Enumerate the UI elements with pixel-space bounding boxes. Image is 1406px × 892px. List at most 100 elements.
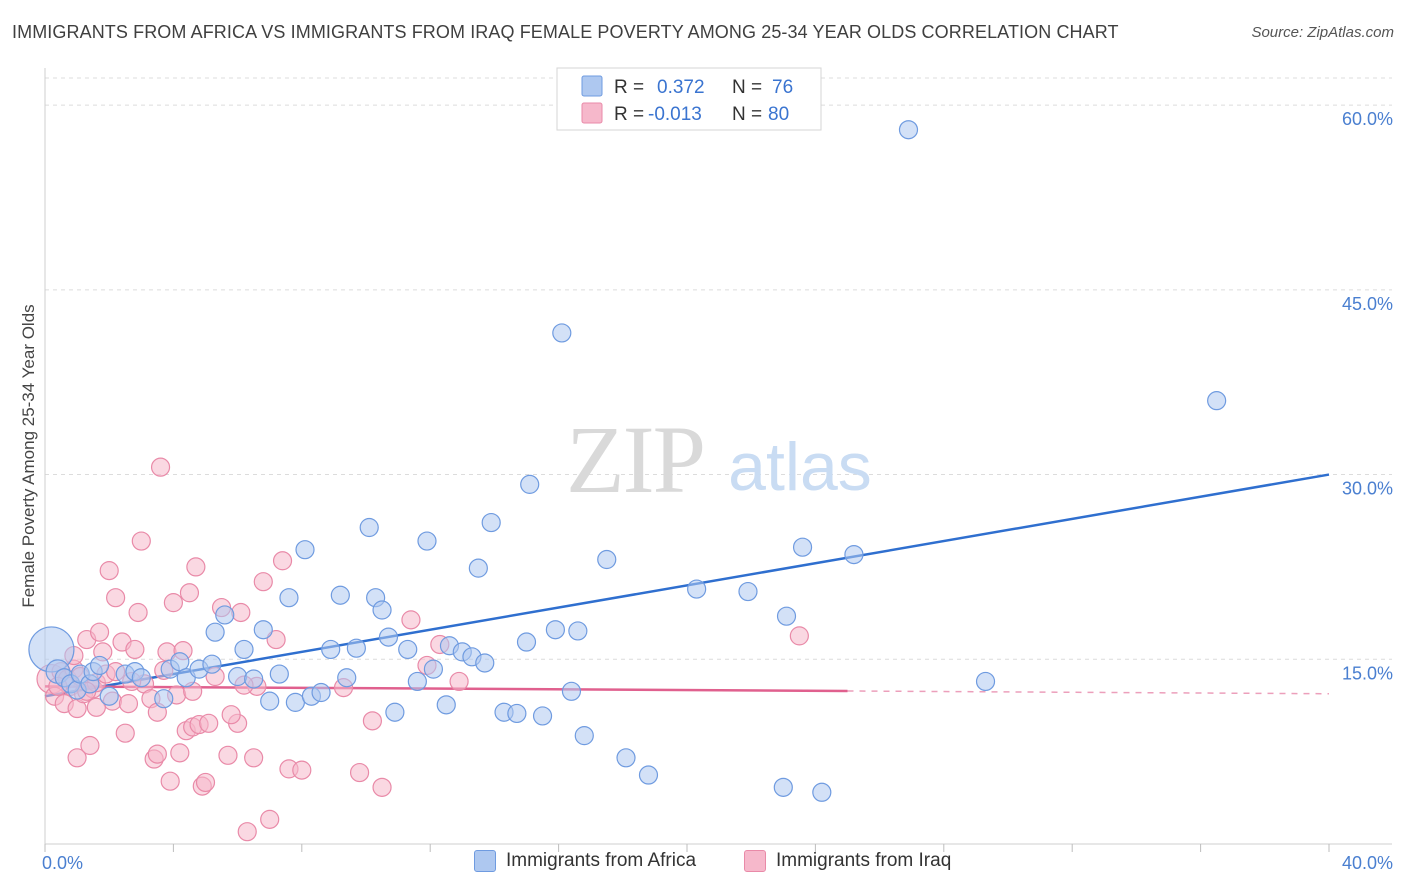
iraq-point <box>195 772 216 793</box>
africa-point <box>568 621 588 641</box>
y-tick-label: 15.0% <box>1342 663 1393 683</box>
x-tick-label: 40.0% <box>1342 853 1393 873</box>
africa-point <box>792 537 813 557</box>
iraq-trend-extension <box>847 690 1330 695</box>
africa-point <box>520 474 540 494</box>
watermark-zip: ZIP <box>566 406 704 513</box>
grid-lines <box>45 77 1392 660</box>
iraq-point <box>349 762 370 783</box>
africa-point <box>738 581 758 602</box>
africa-point <box>202 654 222 674</box>
legend-africa-r-value: 0.372 <box>657 77 705 98</box>
africa-point <box>321 639 341 660</box>
africa-point <box>574 726 594 746</box>
legend-item-iraq[interactable]: Immigrants from Iraq <box>744 850 951 872</box>
tick-labels: 15.0% 30.0% 45.0% 60.0% 0.0% 40.0% <box>42 109 1393 873</box>
iraq-point <box>150 457 171 477</box>
iraq-point <box>147 744 167 764</box>
africa-point <box>507 703 527 724</box>
africa-point <box>359 517 379 538</box>
legend-item-africa[interactable]: Immigrants from Africa <box>474 850 696 872</box>
y-tick-label: 45.0% <box>1342 294 1393 314</box>
iraq-point <box>292 760 312 780</box>
legend-iraq-n-value: 80 <box>768 104 789 125</box>
africa-point <box>812 782 832 802</box>
iraq-point <box>218 745 238 765</box>
legend-africa-n-value: 76 <box>772 77 793 98</box>
y-tick-label: 60.0% <box>1342 109 1393 129</box>
watermark-atlas: atlas <box>728 429 872 505</box>
axes <box>44 68 1392 852</box>
iraq-point <box>231 602 251 623</box>
africa-point <box>372 600 392 620</box>
africa-point <box>616 748 636 768</box>
iraq-point <box>67 748 87 768</box>
africa-point <box>844 544 864 565</box>
africa-point <box>260 691 280 711</box>
iraq-point <box>163 593 183 613</box>
legend-swatch-iraq-bottom <box>744 850 766 872</box>
africa-point <box>1207 391 1227 411</box>
africa-point <box>638 765 659 785</box>
africa-point <box>687 579 707 599</box>
africa-point <box>975 671 996 692</box>
africa-points <box>28 120 1227 802</box>
iraq-point <box>160 771 180 791</box>
africa-point <box>228 666 248 687</box>
africa-point <box>475 653 495 673</box>
africa-point <box>378 627 399 647</box>
legend-iraq-r-value: -0.013 <box>648 104 702 125</box>
africa-point <box>561 681 582 701</box>
iraq-point <box>401 610 421 630</box>
iraq-point <box>118 694 139 714</box>
iraq-point <box>253 572 273 592</box>
africa-point <box>417 531 437 551</box>
iraq-point <box>244 748 264 768</box>
africa-point <box>131 668 151 688</box>
iraq-point <box>106 588 126 608</box>
iraq-point <box>86 697 106 717</box>
iraq-point <box>131 531 151 551</box>
series-legend: Immigrants from Africa Immigrants from I… <box>0 850 1406 880</box>
iraq-point <box>115 723 135 743</box>
africa-point <box>269 664 289 684</box>
iraq-point <box>221 705 241 725</box>
iraq-points <box>36 457 809 842</box>
iraq-point <box>170 743 190 763</box>
iraq-point <box>186 557 206 577</box>
africa-point <box>170 652 190 672</box>
y-axis-label: Female Poverty Among 25-34 Year Olds <box>19 304 38 607</box>
legend-label-iraq: Immigrants from Iraq <box>776 850 952 871</box>
africa-point <box>89 655 110 676</box>
iraq-point <box>125 639 145 660</box>
africa-point <box>552 323 572 343</box>
iraq-point <box>128 602 148 623</box>
legend-iraq-r-label: R = <box>614 104 644 125</box>
africa-point <box>516 632 537 652</box>
africa-point <box>330 585 350 605</box>
iraq-point <box>272 551 293 571</box>
iraq-point <box>99 561 119 581</box>
africa-point <box>279 588 299 608</box>
iraq-point <box>362 711 383 731</box>
legend-swatch-africa-bottom <box>474 850 496 872</box>
africa-point <box>545 620 565 640</box>
legend-swatch-africa <box>581 75 603 97</box>
y-tick-label: 30.0% <box>1342 479 1393 499</box>
iraq-point <box>80 735 100 756</box>
africa-point <box>468 558 488 578</box>
iraq-point <box>89 622 110 642</box>
africa-point <box>597 549 617 570</box>
africa-point <box>407 671 427 692</box>
africa-point <box>253 620 273 640</box>
iraq-point <box>237 822 257 842</box>
legend-africa-r-label: R = <box>614 77 644 98</box>
legend-iraq-n-label: N = <box>732 104 762 125</box>
africa-point <box>898 120 919 140</box>
africa-point <box>385 702 405 722</box>
africa-point <box>205 622 225 642</box>
correlation-legend: R = 0.372 N = 76 R = -0.013 N = 80 <box>556 67 822 131</box>
africa-point <box>532 706 553 726</box>
iraq-point <box>199 713 219 733</box>
africa-point <box>295 540 315 560</box>
